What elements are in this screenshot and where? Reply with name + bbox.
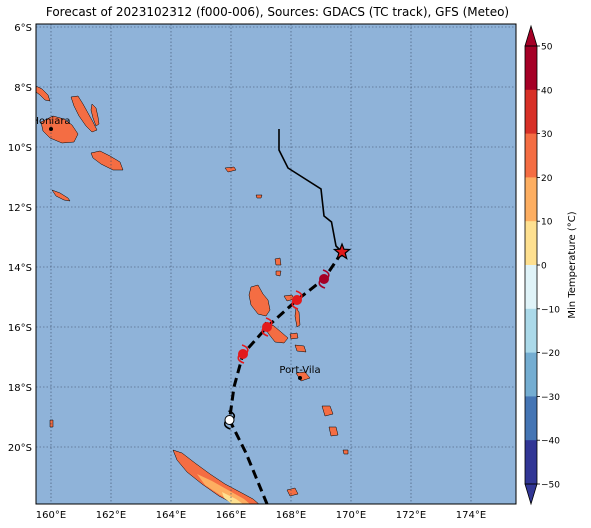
colorbar-min-extension	[524, 483, 538, 506]
island-erromango	[321, 405, 334, 417]
lat-tick-label: 20°S	[8, 443, 32, 454]
city-markers: Honiara Port-Vila	[31, 116, 321, 380]
map-frame	[35, 23, 517, 505]
colorbar-segment	[525, 46, 537, 91]
colorbar-tick-label: 0	[541, 262, 547, 272]
colorbar-tick-label: 30	[541, 130, 553, 140]
colorbar-tick-label: −10	[541, 305, 560, 315]
forecast-points	[223, 269, 330, 430]
island-torres-b	[275, 270, 282, 277]
lon-tick-label: 160°E	[36, 510, 66, 521]
island-aneityum	[342, 449, 349, 455]
colorbar-segment	[525, 221, 537, 266]
colorbar-tick-label: 10	[541, 218, 553, 228]
island-loyalty-lifou	[286, 487, 299, 497]
colorbar-segment	[525, 352, 537, 397]
forecast-point[interactable]	[291, 290, 303, 310]
colorbar-segment	[525, 440, 537, 485]
lon-tick-label: 168°E	[276, 510, 306, 521]
lon-tick-label: 170°E	[336, 510, 366, 521]
colorbar-segment	[525, 396, 537, 441]
lat-tick-label: 10°S	[8, 143, 32, 154]
past-track-line	[278, 129, 343, 253]
city-label: Honiara	[31, 116, 70, 127]
city-dot	[298, 376, 302, 380]
forecast-point[interactable]	[261, 317, 273, 337]
lat-tick-label: 18°S	[8, 383, 32, 394]
colorbar-segment	[525, 89, 537, 134]
island-ambrym	[289, 332, 299, 340]
island-tanna	[328, 426, 339, 437]
warm-land-patches	[197, 474, 250, 504]
colorbar: 50 40 30 20 10 0 −10 −20 −30 −40 −50	[524, 24, 560, 506]
colorbar-tick-label: −20	[541, 349, 560, 359]
island-epi	[294, 344, 307, 353]
colorbar-segment	[525, 133, 537, 178]
island-rennell	[51, 189, 71, 202]
island-malaita	[90, 103, 100, 127]
island-new-caledonia	[172, 449, 260, 504]
island-guadalcanal	[40, 115, 79, 144]
forecast-point[interactable]	[223, 410, 236, 430]
colorbar-tick-label: −50	[541, 481, 560, 491]
island-espiritu-santo	[248, 284, 271, 317]
city-dot	[49, 127, 53, 131]
colorbar-segment	[525, 308, 537, 353]
lat-tick-label: 16°S	[8, 323, 32, 334]
chart-title: Forecast of 2023102312 (f000-006), Sourc…	[45, 5, 510, 19]
lon-tick-label: 174°E	[456, 510, 486, 521]
island-torres	[274, 257, 282, 266]
lat-tick-label: 6°S	[14, 23, 32, 34]
current-position-marker[interactable]	[332, 242, 352, 260]
city-label: Port-Vila	[279, 365, 320, 376]
lon-tick-label: 164°E	[156, 510, 186, 521]
lat-tick-label: 8°S	[14, 83, 32, 94]
forecast-point[interactable]	[237, 344, 249, 364]
warm-land-new-caledonia	[197, 474, 250, 504]
colorbar-segment	[525, 265, 537, 310]
lon-tick-label: 166°E	[216, 510, 246, 521]
lat-tick-label: 12°S	[8, 203, 32, 214]
island-small-b	[255, 194, 263, 199]
colorbar-tick-label: −40	[541, 437, 560, 447]
colorbar-tick-label: 40	[541, 86, 553, 96]
colorbar-label: Min Temperature (°C)	[567, 211, 578, 318]
lon-tick-label: 172°E	[396, 510, 426, 521]
colorbar-tick-label: 50	[541, 43, 553, 53]
colorbar-segment	[525, 177, 537, 222]
hot-land-new-caledonia	[222, 492, 243, 504]
lat-tick-label: 14°S	[8, 263, 32, 274]
map-area[interactable]: Honiara Port-Vila	[31, 24, 516, 505]
colorbar-tick-label: 20	[541, 174, 553, 184]
colorbar-tick-label: −30	[541, 393, 560, 403]
island-choiseul	[36, 85, 51, 102]
island-small-west	[49, 419, 54, 428]
grid-lines	[36, 24, 516, 504]
island-pentecost	[294, 307, 301, 328]
lon-tick-label: 162°E	[96, 510, 126, 521]
island-small-a	[224, 166, 237, 173]
axis-ticks: 160°E 162°E 164°E 166°E 168°E 170°E 172°E 174°E…	[8, 23, 486, 521]
colorbar-max-extension	[524, 24, 538, 47]
island-makira	[90, 150, 124, 171]
forecast-point[interactable]	[318, 269, 330, 289]
island-santa-isabel	[70, 95, 98, 133]
